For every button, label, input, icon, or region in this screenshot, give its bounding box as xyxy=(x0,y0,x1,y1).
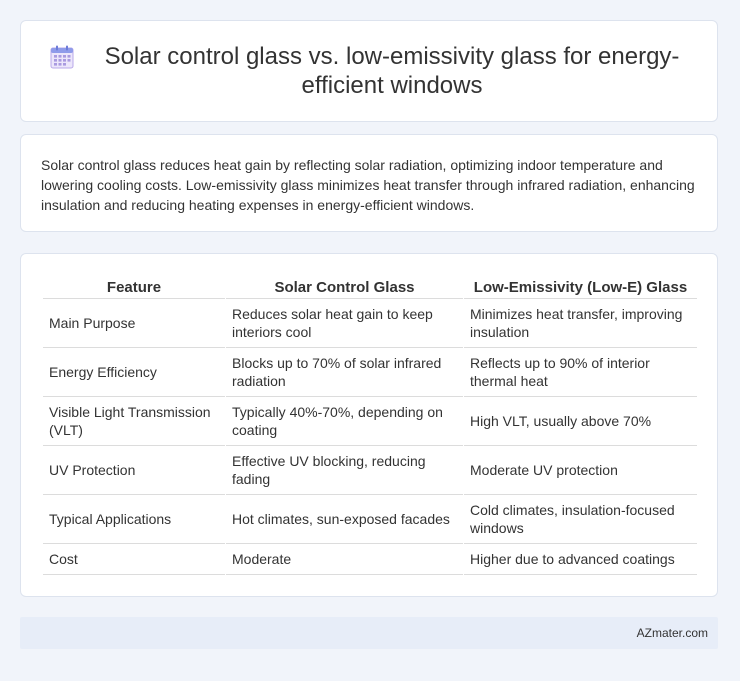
table-row: Visible Light Transmission (VLT) Typical… xyxy=(43,397,697,446)
title-wrap: Solar control glass vs. low-emissivity g… xyxy=(49,42,689,100)
table-row: Cost Moderate Higher due to advanced coa… xyxy=(43,544,697,575)
column-header-low-e: Low-Emissivity (Low-E) Glass xyxy=(464,276,697,299)
table-cell-feature: Energy Efficiency xyxy=(43,348,225,397)
table-cell-solar: Hot climates, sun-exposed facades xyxy=(226,495,463,544)
table-cell-solar: Blocks up to 70% of solar infrared radia… xyxy=(226,348,463,397)
page-title: Solar control glass vs. low-emissivity g… xyxy=(104,43,680,99)
table-cell-low-e: High VLT, usually above 70% xyxy=(464,397,697,446)
calendar-icon xyxy=(50,45,74,69)
summary-card: Solar control glass reduces heat gain by… xyxy=(20,134,718,232)
table-row: Main Purpose Reduces solar heat gain to … xyxy=(43,299,697,348)
table-cell-low-e: Cold climates, insulation-focused window… xyxy=(464,495,697,544)
table-cell-low-e: Higher due to advanced coatings xyxy=(464,544,697,575)
footer-brand[interactable]: AZmater.com xyxy=(636,626,708,640)
title-card: Solar control glass vs. low-emissivity g… xyxy=(20,20,718,122)
footer-bar: AZmater.com xyxy=(20,617,718,649)
table-cell-low-e: Minimizes heat transfer, improving insul… xyxy=(464,299,697,348)
comparison-table-card: Feature Solar Control Glass Low-Emissivi… xyxy=(20,253,718,597)
table-cell-low-e: Moderate UV protection xyxy=(464,446,697,495)
table-cell-feature: UV Protection xyxy=(43,446,225,495)
column-header-solar-control: Solar Control Glass xyxy=(226,276,463,299)
table-cell-solar: Reduces solar heat gain to keep interior… xyxy=(226,299,463,348)
summary-text: Solar control glass reduces heat gain by… xyxy=(41,157,695,213)
table-row: UV Protection Effective UV blocking, red… xyxy=(43,446,697,495)
table-cell-solar: Effective UV blocking, reducing fading xyxy=(226,446,463,495)
table-cell-feature: Cost xyxy=(43,544,225,575)
table-cell-feature: Visible Light Transmission (VLT) xyxy=(43,397,225,446)
table-cell-solar: Moderate xyxy=(226,544,463,575)
table-row: Energy Efficiency Blocks up to 70% of so… xyxy=(43,348,697,397)
table-row: Typical Applications Hot climates, sun-e… xyxy=(43,495,697,544)
table-header-row: Feature Solar Control Glass Low-Emissivi… xyxy=(43,276,697,299)
table-cell-feature: Main Purpose xyxy=(43,299,225,348)
table-cell-low-e: Reflects up to 90% of interior thermal h… xyxy=(464,348,697,397)
table-cell-feature: Typical Applications xyxy=(43,495,225,544)
column-header-feature: Feature xyxy=(43,276,225,299)
table-cell-solar: Typically 40%-70%, depending on coating xyxy=(226,397,463,446)
comparison-table: Feature Solar Control Glass Low-Emissivi… xyxy=(42,276,698,575)
